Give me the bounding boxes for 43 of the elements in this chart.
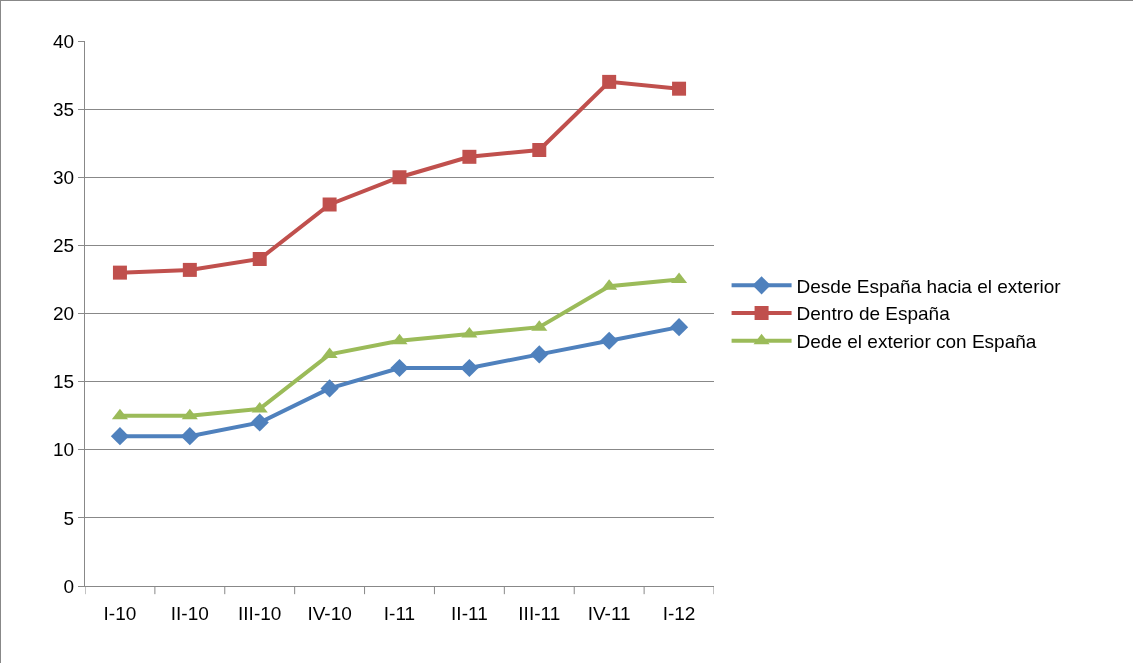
x-tick-label: IV-11 <box>587 602 631 624</box>
point <box>250 413 269 432</box>
point <box>322 197 337 212</box>
point <box>461 326 478 338</box>
y-tick-label: 40 <box>53 30 75 52</box>
x-tick-label: I-11 <box>383 602 416 624</box>
point <box>390 358 409 378</box>
legend-label: Desde España hacia el exterior <box>796 275 1062 297</box>
point <box>602 74 617 89</box>
y-tick-label: 5 <box>63 507 75 529</box>
point <box>252 252 267 266</box>
x-tick-label: II-10 <box>170 602 209 624</box>
point <box>532 143 547 157</box>
x-tick-label: I-12 <box>662 602 696 624</box>
y-tick-label: 30 <box>53 166 75 188</box>
x-tick-label: IV-10 <box>307 602 352 624</box>
point <box>672 81 687 96</box>
point <box>251 401 268 413</box>
legend-label: Dede el exterior con España <box>796 331 1037 353</box>
point <box>181 408 198 420</box>
point <box>110 427 130 446</box>
point <box>391 333 408 345</box>
point <box>392 170 407 185</box>
point <box>669 318 689 337</box>
point <box>460 358 479 378</box>
point <box>530 345 549 364</box>
y-tick-label: 15 <box>53 371 75 393</box>
point <box>600 331 619 350</box>
x-tick-label: II-11 <box>451 602 488 624</box>
y-tick-label: 35 <box>53 98 75 120</box>
y-tick-label: 0 <box>63 575 75 597</box>
x-tick-label: I-10 <box>103 602 137 624</box>
y-tick-label: 10 <box>53 439 75 461</box>
legend-label: Dentro de España <box>796 303 951 325</box>
point <box>462 149 477 164</box>
y-tick-label: 20 <box>53 303 75 325</box>
point <box>180 427 199 446</box>
x-tick-label: III-10 <box>238 602 282 624</box>
x-tick-label: III-11 <box>518 602 561 624</box>
y-tick-label: 25 <box>53 235 75 257</box>
point <box>112 265 127 280</box>
point <box>182 262 197 277</box>
point <box>320 379 339 398</box>
